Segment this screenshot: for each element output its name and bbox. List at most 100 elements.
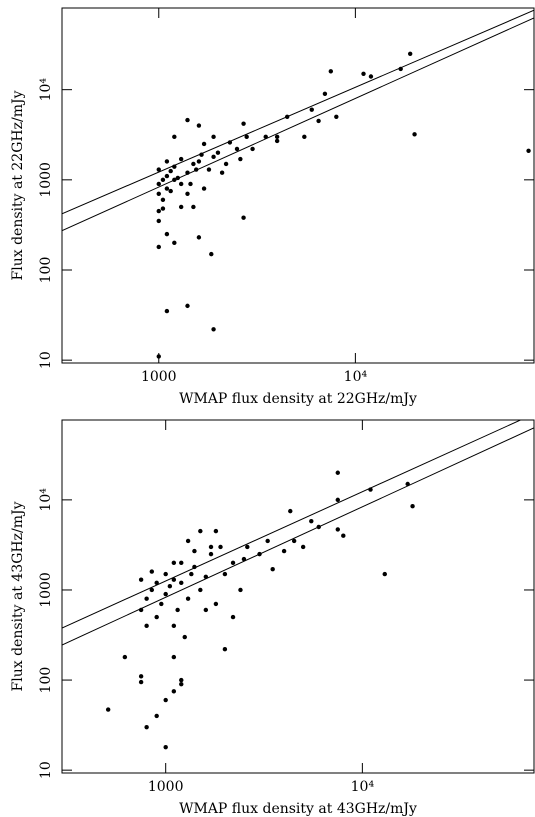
- point: [244, 134, 249, 140]
- point: [191, 204, 196, 210]
- point: [185, 191, 190, 196]
- point: [182, 634, 187, 640]
- point: [206, 167, 212, 172]
- point: [234, 146, 240, 152]
- point: [250, 146, 255, 152]
- point: [288, 508, 293, 514]
- point: [245, 544, 250, 550]
- point: [281, 548, 287, 554]
- point: [175, 607, 180, 613]
- point: [215, 150, 221, 155]
- point: [322, 91, 328, 96]
- y-tick-label: 1000: [38, 162, 54, 198]
- point: [144, 724, 149, 730]
- point: [156, 167, 161, 172]
- point: [154, 713, 159, 719]
- point: [179, 677, 184, 683]
- point: [160, 177, 166, 183]
- point: [122, 654, 128, 660]
- point: [156, 208, 161, 214]
- x-tick-label: 10⁴: [344, 369, 368, 385]
- point: [138, 679, 144, 685]
- point: [230, 614, 236, 620]
- point: [412, 132, 417, 137]
- point: [105, 707, 111, 712]
- point: [171, 623, 177, 629]
- point: [211, 327, 216, 332]
- point: [172, 240, 177, 246]
- point: [156, 218, 161, 224]
- point: [302, 134, 307, 140]
- plot-frame: [61, 7, 535, 364]
- point: [208, 551, 214, 557]
- point: [238, 156, 243, 162]
- point: [309, 518, 314, 524]
- point: [163, 697, 168, 703]
- point: [368, 74, 374, 79]
- point: [163, 744, 168, 750]
- point: [191, 161, 196, 167]
- point: [164, 173, 170, 179]
- point: [241, 121, 246, 126]
- x-tick-label: 10⁴: [351, 779, 375, 795]
- point: [341, 533, 346, 538]
- point: [149, 587, 155, 593]
- point: [407, 51, 413, 56]
- point: [185, 538, 191, 544]
- point: [179, 580, 184, 586]
- point: [203, 607, 209, 613]
- point: [196, 159, 202, 164]
- point: [144, 596, 149, 601]
- point: [164, 159, 170, 164]
- point: [179, 681, 184, 687]
- point: [218, 544, 223, 550]
- point: [526, 148, 531, 153]
- point: [265, 538, 270, 544]
- x-tick-label: 1000: [141, 369, 177, 385]
- point: [316, 118, 321, 124]
- point: [188, 181, 193, 187]
- point: [159, 601, 164, 607]
- point: [222, 647, 228, 652]
- point: [213, 601, 219, 607]
- plot: 1000 10⁴ 10 100 1000 10⁴ WMAP flux density at …: [10, 7, 535, 407]
- point: [334, 114, 339, 120]
- point: [144, 623, 149, 629]
- y-axis-label: Flux density at 22GHz/mJy: [10, 90, 26, 280]
- point: [223, 161, 229, 167]
- point: [178, 204, 184, 210]
- point: [185, 596, 191, 601]
- point: [274, 134, 280, 140]
- point: [185, 303, 190, 309]
- point: [382, 571, 387, 577]
- point: [163, 591, 168, 597]
- point: [156, 244, 161, 250]
- x-axis-label: WMAP flux density at 22GHz/mJy: [179, 391, 417, 407]
- point: [196, 123, 202, 128]
- point: [138, 674, 144, 679]
- fit-line: [62, 17, 534, 232]
- point: [328, 69, 334, 74]
- point: [154, 580, 159, 586]
- y-tick-label: 10: [38, 761, 54, 779]
- point: [164, 231, 170, 237]
- point: [149, 569, 155, 574]
- plot: 1000 10⁴ 10 100 1000 10⁴ WMAP flux density at …: [10, 419, 535, 817]
- point: [241, 215, 246, 220]
- plot-frame: [61, 419, 535, 774]
- point: [189, 571, 194, 577]
- point: [156, 354, 161, 359]
- point: [178, 181, 184, 187]
- point: [156, 191, 161, 196]
- y-tick-label: 1000: [38, 572, 54, 608]
- point: [154, 614, 159, 620]
- point: [185, 117, 190, 123]
- y-axis-label: Flux density at 43GHz/mJy: [10, 501, 26, 691]
- point: [171, 577, 177, 582]
- point: [300, 544, 306, 550]
- point: [163, 571, 168, 577]
- point: [171, 654, 177, 660]
- point: [291, 538, 297, 544]
- y-tick-label: 100: [38, 257, 54, 284]
- point: [164, 308, 170, 314]
